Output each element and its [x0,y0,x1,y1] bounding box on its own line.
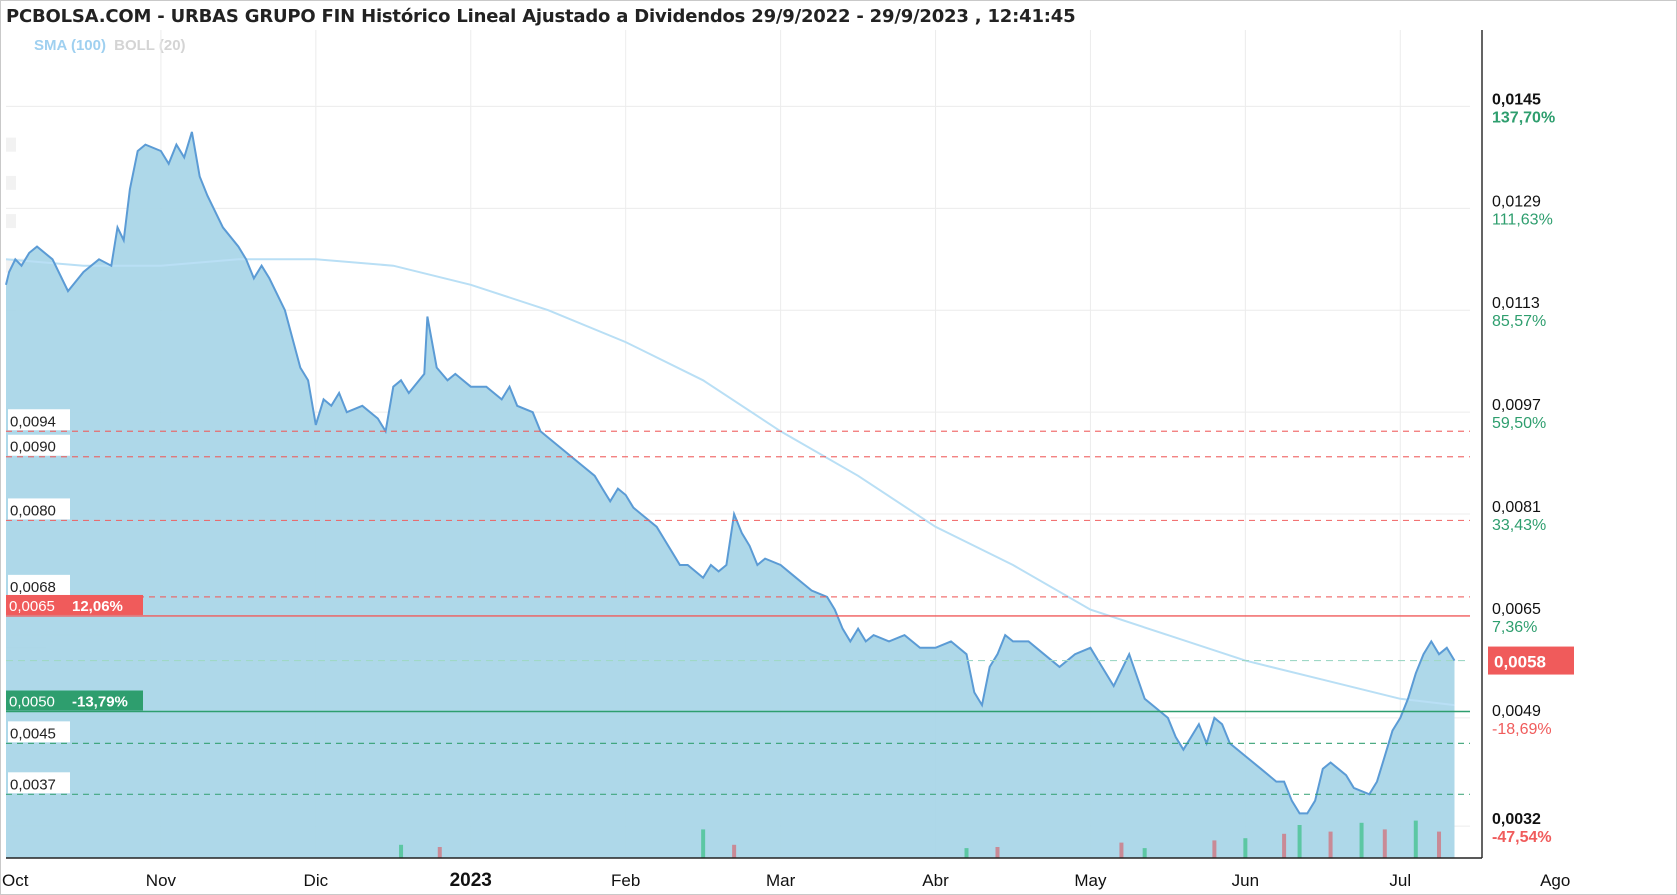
solid-level-pct: 12,06% [72,598,123,615]
level-label-bg [8,574,70,596]
volume-bar [1297,825,1302,858]
price-line-path [5,131,1456,815]
y-tick-value: 0,0113 [1492,295,1540,312]
volume-bar [1142,848,1147,858]
x-tick-label: Jul [1389,871,1411,890]
x-tick-label: Feb [611,871,640,890]
y-tick-pct: 85,57% [1492,313,1546,330]
volume-bar [1437,831,1442,858]
y-tick-pct: 59,50% [1492,415,1546,432]
indicator-legend: SMA (100) BOLL (20) [34,37,186,54]
last-price-label: 0,0058 [1494,653,1546,672]
level-label-bg [8,409,70,431]
resistance-label: 0,0080 [10,502,56,519]
volume-bar [1282,833,1287,858]
volume-bar [1119,842,1124,858]
y-tick-pct: 111,63% [1492,211,1553,228]
volume-bar [732,844,737,858]
resistance-label: 0,0068 [10,579,56,596]
price-levels: 0,0094 0,0090 0,0080 0,0068 0,0045 0,0037 0,00… [6,409,1470,795]
sma-line-path [5,258,1455,707]
y-tick-pct: 7,36% [1492,619,1537,636]
level-label-bg [8,772,70,794]
y-tick-pct: 33,43% [1492,517,1546,534]
x-tick-label: Jun [1232,871,1259,890]
volume-bar [399,844,404,858]
volume-bar [701,829,706,858]
price-area-fill [6,131,1455,858]
volume-bar [437,847,442,858]
volume-bars [399,820,1442,858]
volume-bar [1243,838,1248,858]
x-tick-label: Abr [922,871,949,890]
profile-bar [6,175,16,190]
price-line [5,131,1456,815]
support-label: 0,0045 [10,725,56,742]
x-tick-label: Ago [1540,871,1570,890]
y-tick-pct: 137,70% [1492,109,1555,126]
level-label-bg [8,721,70,743]
y-tick-pct: -18,69% [1492,721,1552,738]
y-tick-value: 0,0129 [1492,193,1541,210]
support-label: 0,0037 [10,776,56,793]
y-tick-value: 0,0081 [1492,499,1541,516]
volume-bar [1413,820,1418,858]
y-tick-value: 0,0145 [1492,91,1541,108]
y-tick-value: 0,0065 [1492,601,1541,618]
x-tick-label: May [1074,871,1107,890]
profile-bar [6,214,16,229]
solid-level-pct: -13,79% [72,694,128,711]
boll-legend[interactable]: BOLL (20) [114,37,186,54]
volume-bar [964,848,969,858]
solid-level-box [6,690,143,711]
volume-bar [995,847,1000,858]
y-tick-pct: -47,54% [1492,829,1552,846]
x-tick-label: 2023 [450,870,492,891]
solid-level-value: 0,0050 [9,694,55,711]
volume-bar [1359,822,1364,858]
last-price-badge [1488,646,1574,675]
x-tick-label: Mar [766,871,796,890]
volume-bar [1328,831,1333,858]
y-tick-value: 0,0097 [1492,397,1541,414]
sma-legend[interactable]: SMA (100) [34,37,106,54]
volume-bar [1382,829,1387,858]
volume-bar [1212,840,1217,858]
level-label-bg [8,434,70,456]
y-tick-value: 0,0032 [1492,811,1541,828]
x-tick-label: Oct [2,871,29,890]
x-tick-label: Nov [146,871,177,890]
y-tick-value: 0,0049 [1492,703,1541,720]
solid-level-box [6,594,143,615]
x-tick-label: Dic [304,871,329,890]
resistance-label: 0,0090 [10,439,56,456]
chart-title: PCBOLSA.COM - URBAS GRUPO FIN Histórico … [6,6,1076,27]
solid-level-value: 0,0065 [9,598,55,615]
level-label-bg [8,498,70,520]
profile-bar [6,137,16,152]
resistance-label: 0,0094 [10,413,56,430]
sma-line [5,258,1455,707]
price-area [6,131,1455,858]
